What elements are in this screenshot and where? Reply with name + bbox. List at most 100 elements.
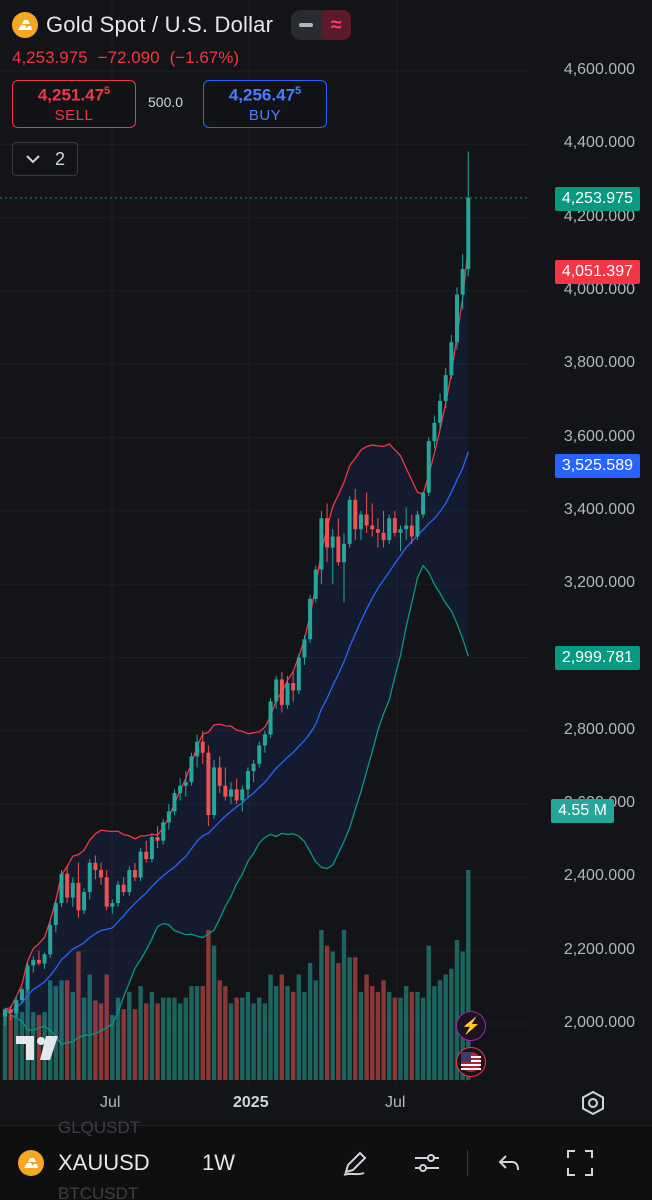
candle-body bbox=[195, 741, 200, 757]
ghost-symbol-below: BTCUSDT bbox=[58, 1184, 139, 1200]
candle-body bbox=[121, 884, 126, 893]
candle-body bbox=[381, 532, 386, 541]
candle-body bbox=[99, 870, 104, 878]
candle-body bbox=[59, 873, 64, 904]
bb-upper-tag: 4,051.397 bbox=[554, 260, 640, 284]
candle-body bbox=[421, 492, 426, 515]
symbol-selector[interactable]: XAUUSD bbox=[58, 1150, 150, 1175]
candle-body bbox=[76, 882, 81, 911]
tradingview-logo bbox=[16, 1036, 64, 1069]
symbol-title: Gold Spot / U.S. Dollar bbox=[46, 12, 274, 37]
candle-body bbox=[375, 529, 380, 533]
candle-body bbox=[240, 789, 245, 801]
price-axis-label: 3,600.000 bbox=[563, 427, 635, 445]
candle-body bbox=[138, 851, 143, 878]
candle-body bbox=[353, 499, 358, 530]
volume-bar bbox=[387, 991, 392, 1080]
candle-body bbox=[308, 598, 313, 640]
candle-body bbox=[212, 767, 217, 816]
sell-button[interactable]: 4,251.475 SELL bbox=[12, 80, 136, 128]
price-axis-label: 4,000.000 bbox=[563, 280, 635, 298]
price-change-line: 4,253.975 −72.090 (−1.67%) bbox=[12, 48, 239, 68]
settings-hexagon-icon[interactable] bbox=[580, 1090, 606, 1116]
gold-bars-icon bbox=[12, 12, 38, 38]
volume-bar bbox=[449, 968, 454, 1080]
candle-body bbox=[200, 741, 205, 753]
candle-body bbox=[155, 837, 160, 841]
gold-bars-icon[interactable] bbox=[18, 1150, 44, 1176]
undo-icon[interactable] bbox=[492, 1146, 526, 1180]
last-price-text: 4,253.975 bbox=[12, 48, 88, 67]
header-actions: ≈ bbox=[291, 10, 352, 40]
volume-bar bbox=[115, 997, 121, 1080]
indicators-count: 2 bbox=[54, 148, 65, 169]
candle-body bbox=[3, 1009, 7, 1017]
candle-body bbox=[257, 745, 262, 764]
candle-body bbox=[460, 268, 465, 295]
candle-body bbox=[144, 851, 149, 860]
volume-bar bbox=[234, 997, 239, 1080]
spread-value: 500.0 bbox=[148, 94, 184, 110]
volume-bar bbox=[177, 1003, 183, 1080]
volume-bar bbox=[381, 980, 386, 1080]
candle-body bbox=[409, 525, 414, 537]
candle-body bbox=[358, 514, 363, 530]
price-axis-label: 2,800.000 bbox=[563, 720, 635, 738]
price-axis-label: 3,200.000 bbox=[563, 574, 635, 592]
candle-body bbox=[319, 518, 324, 570]
candle-body bbox=[48, 925, 53, 955]
candle-body bbox=[415, 514, 420, 537]
fullscreen-icon[interactable] bbox=[563, 1146, 597, 1180]
indicators-toggle-button[interactable]: 2 bbox=[12, 142, 78, 176]
candle-body bbox=[178, 785, 183, 794]
candle-body bbox=[387, 518, 392, 541]
candle-body bbox=[370, 525, 375, 530]
volume-bar bbox=[319, 930, 324, 1080]
volume-bar bbox=[420, 997, 426, 1080]
volume-bar bbox=[392, 997, 398, 1080]
sell-label: SELL bbox=[54, 106, 94, 124]
volume-bar bbox=[403, 986, 409, 1080]
candle-body bbox=[93, 862, 98, 871]
sliders-icon[interactable] bbox=[410, 1146, 444, 1180]
price-axis-label: 4,600.000 bbox=[563, 61, 635, 78]
candle-body bbox=[70, 882, 75, 898]
minus-icon[interactable] bbox=[291, 10, 321, 40]
bb-upper-line bbox=[4, 247, 469, 1010]
volume-bar bbox=[93, 1000, 98, 1080]
candle-body bbox=[87, 862, 92, 893]
chart-area[interactable]: Gold Spot / U.S. Dollar ≈ 4,253.975 −72.… bbox=[0, 0, 652, 1125]
us-flag-event-icon[interactable] bbox=[456, 1047, 486, 1077]
volume-bar bbox=[257, 997, 262, 1080]
volume-bar bbox=[132, 1009, 138, 1080]
interval-selector[interactable]: 1W bbox=[202, 1150, 235, 1175]
volume-bar bbox=[443, 974, 448, 1080]
volume-bar bbox=[324, 945, 330, 1080]
approx-wave-icon[interactable]: ≈ bbox=[321, 10, 352, 40]
volume-bar bbox=[454, 939, 460, 1080]
time-label-jul-2024: Jul bbox=[100, 1094, 121, 1111]
candle-body bbox=[217, 767, 222, 786]
volume-bar bbox=[268, 974, 273, 1080]
candle-body bbox=[149, 837, 154, 860]
candle-body bbox=[132, 870, 137, 878]
candle-body bbox=[53, 903, 58, 926]
candle-body bbox=[31, 959, 36, 966]
volume-bar bbox=[341, 930, 347, 1080]
candle-body bbox=[65, 873, 70, 898]
buy-button[interactable]: 4,256.475 BUY bbox=[203, 80, 327, 128]
volume-bar bbox=[161, 997, 166, 1080]
lightning-event-icon[interactable]: ⚡ bbox=[456, 1011, 486, 1041]
candle-body bbox=[183, 782, 188, 786]
candle-body bbox=[223, 785, 228, 797]
volume-bar bbox=[228, 1003, 234, 1080]
candlestick-chart[interactable] bbox=[0, 0, 652, 1125]
volume-bar bbox=[64, 980, 70, 1080]
change-text: −72.090 bbox=[97, 48, 160, 67]
pencil-icon[interactable] bbox=[338, 1146, 372, 1180]
candle-body bbox=[392, 518, 397, 533]
volume-tag: 4.55 M bbox=[551, 799, 614, 823]
candle-body bbox=[426, 441, 431, 493]
volume-bar bbox=[336, 963, 341, 1080]
price-axis-label: 2,200.000 bbox=[563, 940, 635, 958]
